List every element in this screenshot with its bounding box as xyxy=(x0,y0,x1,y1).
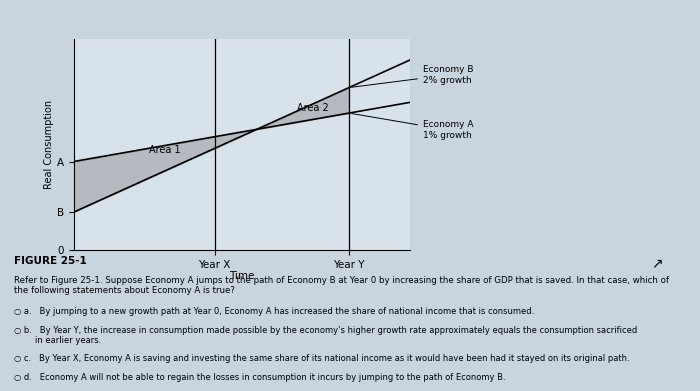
Y-axis label: Real Consumption: Real Consumption xyxy=(44,100,54,189)
Text: ↗: ↗ xyxy=(651,256,663,270)
Text: ○ a.   By jumping to a new growth path at Year 0, Economy A has increased the sh: ○ a. By jumping to a new growth path at … xyxy=(14,307,534,316)
Text: ○ c.   By Year X, Economy A is saving and investing the same share of its nation: ○ c. By Year X, Economy A is saving and … xyxy=(14,354,629,363)
Text: FIGURE 25-1: FIGURE 25-1 xyxy=(14,256,87,266)
Text: ○ b.   By Year Y, the increase in consumption made possible by the economy’s hig: ○ b. By Year Y, the increase in consumpt… xyxy=(14,326,637,345)
Text: Economy B
2% growth: Economy B 2% growth xyxy=(352,65,473,87)
Text: Economy A
1% growth: Economy A 1% growth xyxy=(352,113,473,140)
Text: Area 2: Area 2 xyxy=(297,104,329,113)
X-axis label: Time: Time xyxy=(229,271,254,282)
Text: Area 1: Area 1 xyxy=(149,145,181,155)
Text: ○ d.   Economy A will not be able to regain the losses in consumption it incurs : ○ d. Economy A will not be able to regai… xyxy=(14,373,505,382)
Text: Refer to Figure 25-1. Suppose Economy A jumps to the path of Economy B at Year 0: Refer to Figure 25-1. Suppose Economy A … xyxy=(14,276,669,295)
